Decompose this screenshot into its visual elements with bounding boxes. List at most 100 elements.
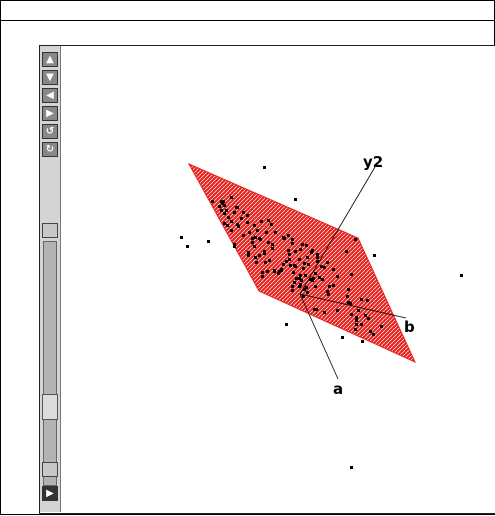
data-point <box>254 256 257 259</box>
data-point <box>355 323 358 326</box>
data-point <box>263 250 266 253</box>
data-point <box>264 261 267 264</box>
data-point <box>233 245 236 248</box>
data-point <box>299 274 302 277</box>
spin-cw-button[interactable]: ↻ <box>42 142 58 157</box>
data-point <box>298 258 301 261</box>
data-point <box>277 272 280 275</box>
data-point <box>258 237 261 240</box>
rotate-down-button[interactable]: ▼ <box>42 70 58 85</box>
data-point <box>266 270 269 273</box>
spin-ccw-button[interactable]: ↺ <box>42 124 58 139</box>
data-point <box>256 229 259 232</box>
data-point <box>355 316 358 319</box>
data-point <box>341 336 344 339</box>
data-point <box>280 269 283 272</box>
data-point <box>283 237 286 240</box>
data-point <box>380 325 383 328</box>
data-point <box>346 295 349 298</box>
data-point <box>291 285 294 288</box>
data-point <box>350 313 353 316</box>
data-point <box>321 278 324 281</box>
data-point <box>223 204 226 207</box>
data-point <box>350 466 353 469</box>
rotate-right-button[interactable]: ▶ <box>42 106 58 121</box>
data-point <box>291 238 294 241</box>
data-point <box>237 225 240 228</box>
play-button[interactable]: ▶ <box>42 486 58 501</box>
axis-label-y2: y2 <box>363 153 383 171</box>
data-point <box>285 260 288 263</box>
slider-top-handle[interactable] <box>42 223 58 238</box>
rotating-plot-area[interactable]: y2 a b <box>61 46 495 512</box>
data-point <box>293 281 296 284</box>
data-point <box>221 202 224 205</box>
data-point <box>323 266 326 269</box>
data-point <box>236 223 239 226</box>
axis-b <box>299 293 407 319</box>
data-point <box>306 256 309 259</box>
data-point <box>230 229 233 232</box>
data-point <box>230 220 233 223</box>
rotate-up-button[interactable]: ▲ <box>42 52 58 67</box>
data-point <box>251 237 254 240</box>
data-point <box>267 219 270 222</box>
scatter-plane-svg[interactable]: y2 a b <box>61 46 495 512</box>
data-point <box>291 289 294 292</box>
data-point <box>357 309 360 312</box>
data-point <box>314 285 317 288</box>
data-point <box>311 279 314 282</box>
data-point <box>323 311 326 314</box>
data-point <box>273 269 276 272</box>
data-point <box>301 243 304 246</box>
data-point <box>292 271 295 274</box>
data-point <box>349 302 352 305</box>
slider-bottom-handle[interactable] <box>42 462 58 477</box>
data-point <box>316 256 319 259</box>
data-point <box>240 217 243 220</box>
data-point <box>254 236 257 239</box>
rotate-left-button[interactable]: ◀ <box>42 88 58 103</box>
data-point <box>299 283 302 286</box>
data-point <box>288 258 291 261</box>
data-point <box>261 271 264 274</box>
data-point <box>285 323 288 326</box>
axis-y2 <box>299 166 376 295</box>
data-point <box>314 272 317 275</box>
data-point <box>302 267 305 270</box>
data-point <box>253 224 256 227</box>
data-point <box>336 275 339 278</box>
data-point <box>326 290 329 293</box>
data-point <box>218 205 221 208</box>
data-point <box>367 317 370 320</box>
speed-slider-thumb[interactable] <box>42 394 58 420</box>
data-point <box>294 265 297 268</box>
data-point <box>460 274 463 277</box>
data-point <box>226 224 229 227</box>
data-point <box>287 249 290 252</box>
data-point <box>271 243 274 246</box>
data-point <box>366 299 369 302</box>
data-point <box>354 238 357 241</box>
axis-label-a: a <box>333 380 343 398</box>
axis-label-b: b <box>404 318 415 336</box>
data-point <box>360 298 363 301</box>
data-point <box>355 319 358 322</box>
data-point <box>261 275 264 278</box>
data-point <box>318 276 321 279</box>
data-point <box>316 253 319 256</box>
data-point <box>223 222 226 225</box>
data-point <box>230 196 233 199</box>
data-point <box>373 254 376 257</box>
data-point <box>186 245 189 248</box>
data-point <box>263 252 266 255</box>
data-point <box>295 277 298 280</box>
data-point <box>311 249 314 252</box>
data-point <box>289 264 292 267</box>
data-point <box>361 340 364 343</box>
speed-slider-track[interactable] <box>43 241 57 486</box>
data-point <box>291 242 294 245</box>
data-point <box>248 231 251 234</box>
data-point <box>354 328 357 331</box>
